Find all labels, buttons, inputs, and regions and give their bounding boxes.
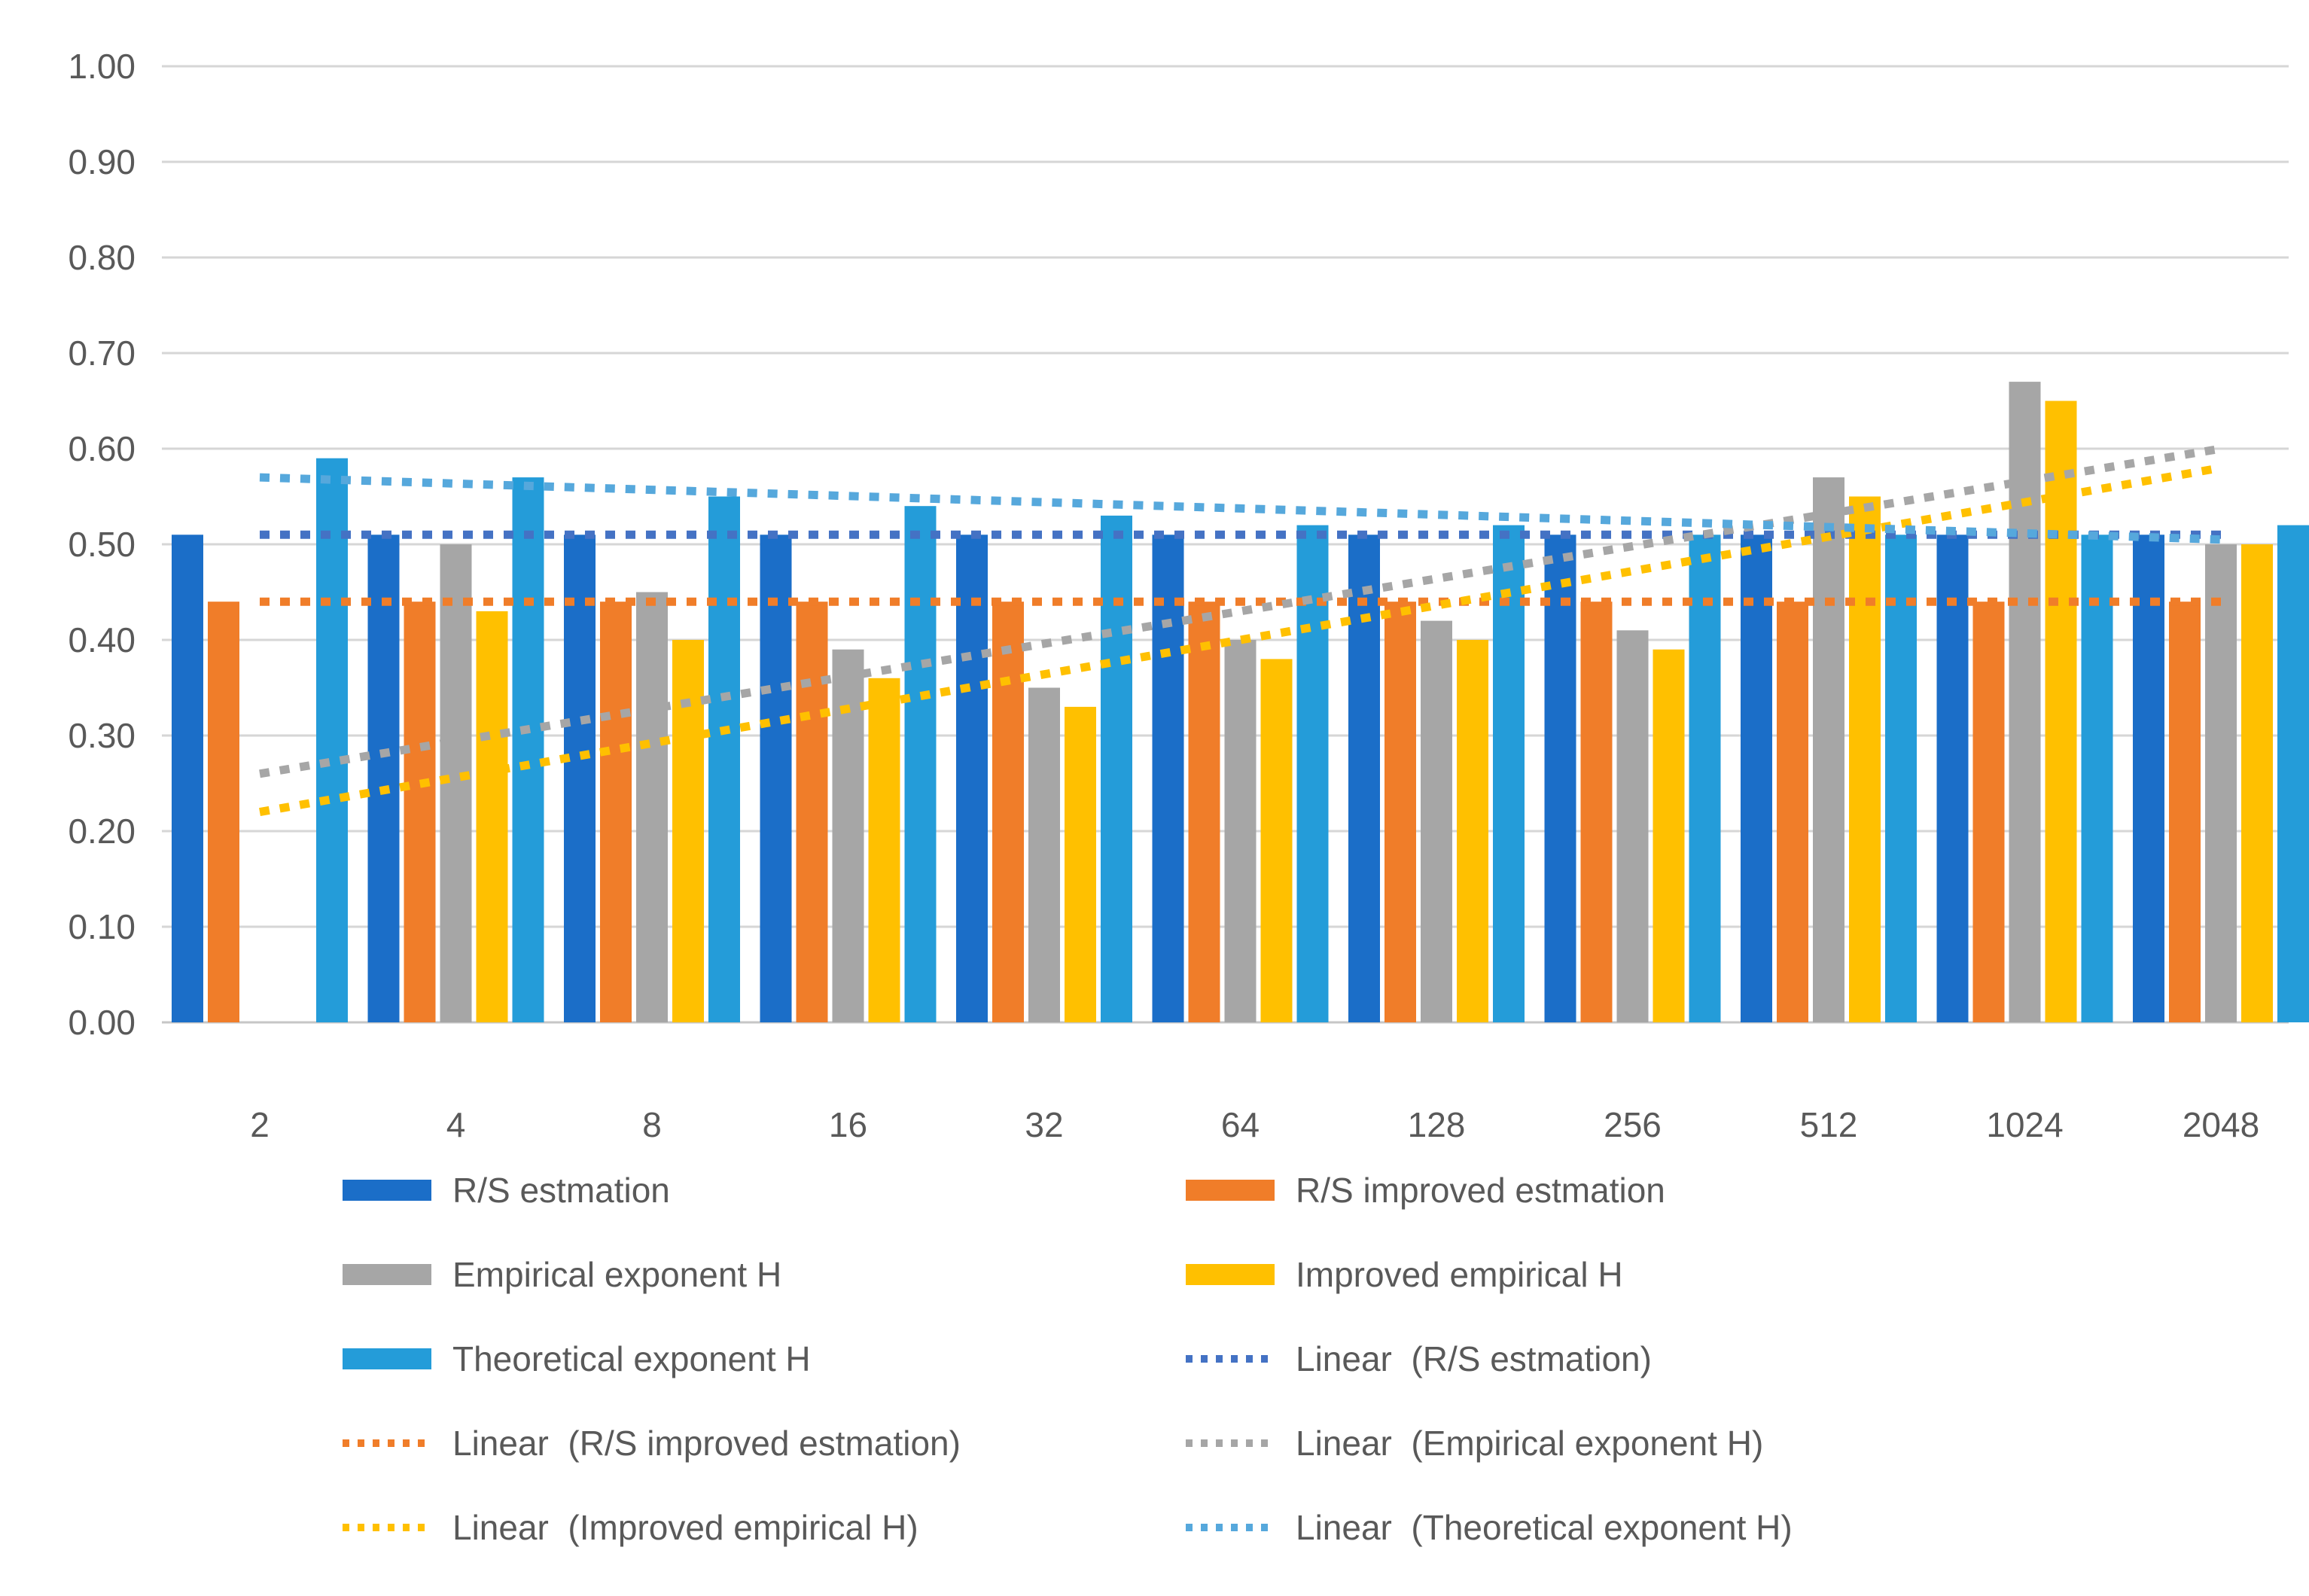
bar-r-s-improved-estmation-2 [208, 602, 239, 1022]
y-tick-label: 0.00 [68, 1003, 136, 1042]
bar-improved-empirical-h-128 [1457, 640, 1488, 1022]
x-tick-label: 256 [1604, 1105, 1662, 1144]
bar-r-s-improved-estmation-64 [1188, 602, 1220, 1022]
y-tick-label: 0.10 [68, 907, 136, 946]
bar-r-s-improved-estmation-512 [1777, 602, 1808, 1022]
bar-r-s-improved-estmation-8 [600, 602, 632, 1022]
bar-theoretical-exponent-h-512 [1885, 535, 1917, 1022]
x-tick-label: 128 [1408, 1105, 1466, 1144]
y-tick-label: 0.70 [68, 334, 136, 373]
bar-improved-empirical-h-4 [476, 611, 508, 1022]
y-tick-label: 0.90 [68, 142, 136, 181]
bar-theoretical-exponent-h-64 [1296, 525, 1329, 1022]
x-tick-label: 2048 [2183, 1105, 2259, 1144]
bar-r-s-estmation-32 [956, 535, 988, 1022]
y-tick-label: 0.60 [68, 429, 136, 468]
bar-improved-empirical-h-32 [1065, 706, 1096, 1022]
bar-improved-empirical-h-512 [1849, 496, 1881, 1022]
bar-r-s-improved-estmation-128 [1384, 602, 1416, 1022]
bar-r-s-estmation-512 [1741, 535, 1772, 1022]
bar-improved-empirical-h-256 [1653, 649, 1685, 1022]
bar-r-s-improved-estmation-32 [992, 602, 1024, 1022]
bar-empirical-exponent-h-128 [1421, 620, 1452, 1022]
bar-empirical-exponent-h-1024 [2009, 382, 2041, 1023]
x-tick-label: 32 [1025, 1105, 1063, 1144]
bar-theoretical-exponent-h-2 [316, 458, 348, 1022]
bar-r-s-improved-estmation-4 [404, 602, 436, 1022]
trendline-linear-empirical-exponent-h- [259, 444, 2222, 778]
bar-theoretical-exponent-h-256 [1689, 535, 1721, 1022]
bar-empirical-exponent-h-2048 [2205, 544, 2237, 1022]
bar-empirical-exponent-h-8 [636, 592, 668, 1022]
y-tick-label: 0.50 [68, 525, 136, 564]
bar-empirical-exponent-h-32 [1028, 687, 1060, 1022]
y-tick-label: 0.20 [68, 812, 136, 851]
bar-r-s-estmation-16 [760, 535, 792, 1022]
bar-r-s-improved-estmation-2048 [2169, 602, 2201, 1022]
bar-improved-empirical-h-2048 [2241, 544, 2273, 1022]
bar-r-s-estmation-4 [367, 535, 400, 1022]
y-tick-label: 0.80 [68, 238, 136, 277]
x-tick-label: 8 [642, 1105, 662, 1144]
bar-theoretical-exponent-h-4 [512, 477, 544, 1022]
x-tick-label: 2 [250, 1105, 270, 1144]
x-tick-label: 4 [446, 1105, 466, 1144]
bar-improved-empirical-h-8 [672, 640, 704, 1022]
x-tick-label: 512 [1800, 1105, 1858, 1144]
bar-improved-empirical-h-1024 [2045, 401, 2077, 1022]
x-tick-label: 16 [829, 1105, 867, 1144]
bar-empirical-exponent-h-256 [1616, 630, 1649, 1022]
y-tick-label: 0.40 [68, 620, 136, 659]
bar-theoretical-exponent-h-32 [1101, 515, 1132, 1022]
bar-r-s-estmation-256 [1544, 535, 1576, 1022]
bar-improved-empirical-h-64 [1260, 659, 1293, 1022]
trendline-linear-improved-empirical-h- [259, 463, 2222, 817]
bar-theoretical-exponent-h-1024 [2081, 535, 2113, 1022]
bar-improved-empirical-h-16 [868, 678, 900, 1022]
bar-r-s-estmation-128 [1348, 535, 1380, 1022]
bar-r-s-improved-estmation-1024 [1972, 602, 2005, 1022]
bar-r-s-estmation-8 [564, 535, 596, 1022]
bar-empirical-exponent-h-512 [1813, 477, 1844, 1022]
bar-r-s-improved-estmation-256 [1580, 602, 1613, 1022]
bar-theoretical-exponent-h-16 [904, 506, 937, 1022]
bar-theoretical-exponent-h-8 [708, 496, 740, 1022]
bar-r-s-estmation-2 [172, 535, 203, 1022]
bar-theoretical-exponent-h-128 [1493, 525, 1525, 1022]
trendline-linear-theoretical-exponent-h- [259, 473, 2222, 544]
x-tick-label: 1024 [1986, 1105, 2063, 1144]
bar-r-s-estmation-64 [1152, 535, 1184, 1022]
x-tick-label: 64 [1221, 1105, 1260, 1144]
bar-empirical-exponent-h-64 [1224, 640, 1257, 1022]
y-tick-label: 0.30 [68, 716, 136, 755]
y-tick-label: 1.00 [68, 47, 136, 86]
bar-r-s-estmation-1024 [1936, 535, 1969, 1022]
bar-r-s-estmation-2048 [2133, 535, 2164, 1022]
bar-theoretical-exponent-h-2048 [2277, 525, 2309, 1022]
bar-r-s-improved-estmation-16 [796, 602, 828, 1022]
